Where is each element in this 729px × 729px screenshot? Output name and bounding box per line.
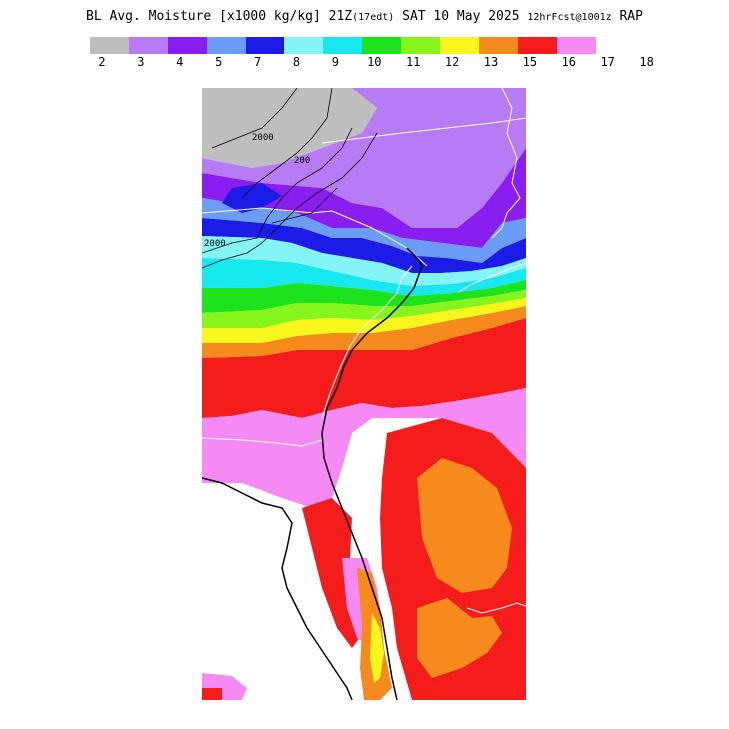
- legend-swatch: [401, 37, 441, 54]
- inner-boundary: [321, 265, 413, 419]
- legend-swatch: [167, 37, 207, 54]
- band-red: [202, 318, 526, 418]
- legend-tick: 2: [98, 55, 106, 69]
- legend-swatch: [284, 37, 324, 54]
- legend-swatch: [440, 37, 479, 54]
- state-boundary-line: [202, 207, 333, 214]
- legend-tick: 13: [483, 55, 499, 69]
- terrain-contour: [271, 187, 338, 224]
- contour-label: 2000: [252, 133, 274, 143]
- inner-boundary: [466, 602, 526, 614]
- band-yellow: [202, 298, 526, 343]
- legend-swatch: [128, 37, 168, 54]
- state-boundary-line: [202, 437, 323, 447]
- band-cyan: [202, 258, 526, 296]
- moisture-map: 2000 200 2000: [202, 88, 526, 700]
- legend-tick: 8: [292, 55, 301, 69]
- contour-label: 200: [294, 156, 310, 166]
- band-green: [202, 280, 526, 313]
- band-gray: [202, 88, 377, 168]
- inner-boundary: [456, 262, 526, 294]
- legend-swatch: [517, 37, 557, 54]
- legend-swatch: [556, 37, 596, 54]
- legend-swatch: [90, 37, 129, 54]
- legend-tick: 17: [600, 55, 615, 69]
- band-orange-south: [417, 598, 502, 678]
- inner-boundary: [491, 88, 521, 239]
- legend-swatch: [245, 37, 285, 54]
- legend-swatch: [206, 37, 246, 54]
- terrain-contour: [202, 132, 378, 269]
- color-legend: [90, 37, 596, 54]
- legend-tick: 9: [331, 55, 339, 69]
- band-yellow-strip: [370, 613, 384, 683]
- band-lime: [202, 290, 526, 328]
- terrain-contour: [211, 88, 298, 149]
- band-orange-east: [417, 458, 512, 593]
- legend-tick-labels: 2 3 4 5 7 8 9 10 11 12 13 15 16 17 18: [0, 55, 729, 71]
- band-light-cyan: [202, 236, 526, 286]
- legend-tick: 18: [639, 55, 654, 69]
- legend-tick: 16: [561, 55, 577, 69]
- terrain-contour: [202, 127, 353, 254]
- legend-tick: 3: [137, 55, 145, 69]
- legend-swatch: [362, 37, 402, 54]
- legend-swatch: [323, 37, 363, 54]
- band-red-bottom-left: [202, 688, 222, 700]
- band-mid-blue: [202, 198, 526, 263]
- band-light-purple: [202, 88, 526, 228]
- map-title: BL Avg. Moisture [x1000 kg/kg] 21Z(17edt…: [86, 9, 643, 24]
- legend-tick: 12: [444, 55, 460, 69]
- legend-tick: 7: [253, 55, 262, 69]
- terrain-contour: [241, 88, 333, 199]
- legend-swatch: [478, 37, 518, 54]
- legend-tick: 15: [522, 55, 538, 69]
- band-orange: [202, 306, 526, 358]
- band-dark-blue: [202, 218, 526, 273]
- band-pink: [202, 388, 526, 508]
- legend-tick: 11: [405, 55, 421, 69]
- contour-label: 2000: [204, 239, 226, 249]
- legend-tick: 5: [215, 55, 223, 69]
- field-white-central: [350, 418, 387, 558]
- coastline: [202, 477, 353, 700]
- band-blue: [222, 183, 282, 213]
- legend-tick: 10: [367, 55, 382, 69]
- legend-tick: 4: [176, 55, 184, 69]
- coastline: [321, 247, 423, 700]
